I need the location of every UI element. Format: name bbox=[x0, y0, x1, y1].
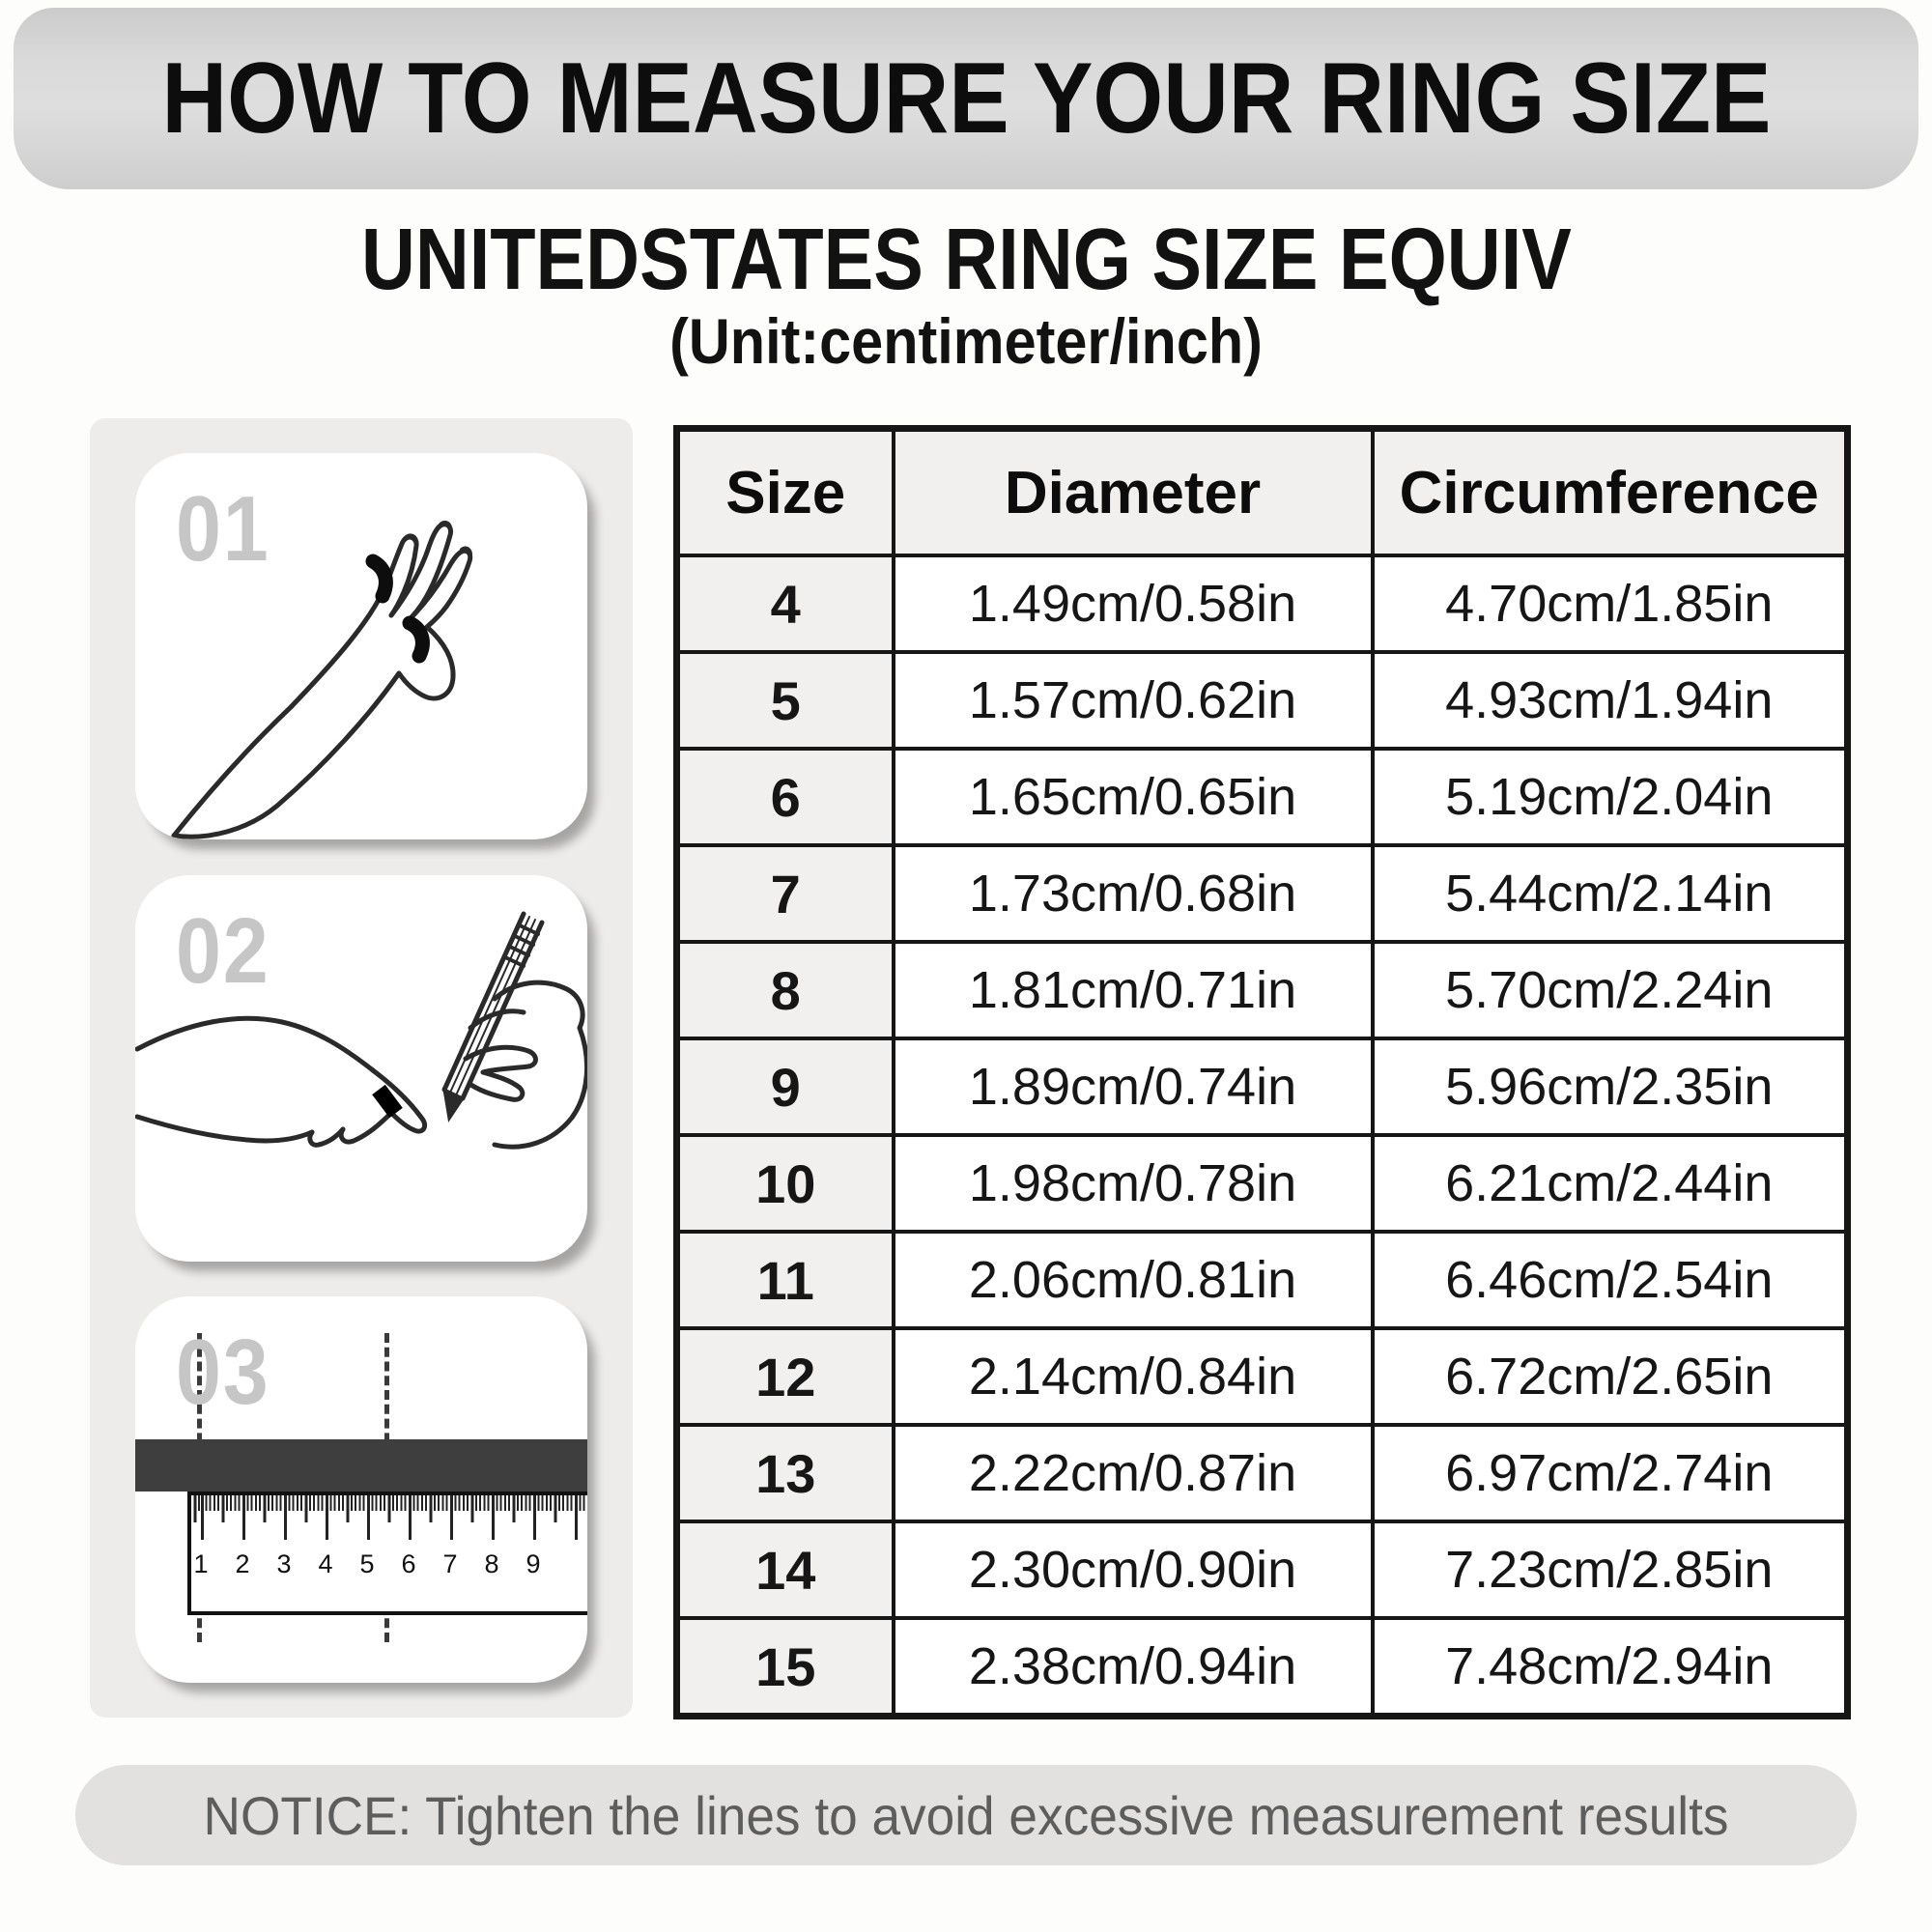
ruler-number: 4 bbox=[318, 1548, 333, 1578]
ruler-number: 8 bbox=[484, 1548, 499, 1578]
diameter-value: 1.57cm/0.62in bbox=[891, 650, 1375, 751]
table-row: 7 1.73cm/0.68in 5.44cm/2.14in bbox=[674, 843, 1850, 944]
ruler-number: 1 bbox=[193, 1548, 209, 1578]
diameter-value: 1.49cm/0.58in bbox=[891, 554, 1375, 654]
step-1-number: 01 bbox=[176, 477, 270, 582]
table-row: 5 1.57cm/0.62in 4.93cm/1.94in bbox=[674, 650, 1850, 751]
circumference-value: 5.96cm/2.35in bbox=[1370, 1037, 1850, 1137]
circumference-value: 6.72cm/2.65in bbox=[1370, 1326, 1850, 1427]
circumference-value: 4.93cm/1.94in bbox=[1370, 650, 1850, 751]
table-row: 4 1.49cm/0.58in 4.70cm/1.85in bbox=[674, 554, 1850, 654]
ruler-number: 6 bbox=[401, 1548, 416, 1578]
circumference-value: 5.44cm/2.14in bbox=[1370, 843, 1850, 944]
subtitle-unit: (Unit:centimeter/inch) bbox=[669, 304, 1263, 377]
size-value: 6 bbox=[674, 747, 895, 847]
size-value: 4 bbox=[674, 554, 895, 654]
circumference-value: 5.70cm/2.24in bbox=[1370, 940, 1850, 1040]
ruler-number: 9 bbox=[526, 1548, 541, 1578]
subtitle-title: UNITEDSTATES RING SIZE EQUIV bbox=[360, 212, 1572, 308]
diameter-value: 1.81cm/0.71in bbox=[891, 940, 1375, 1040]
table-row: 15 2.38cm/0.94in 7.48cm/2.94in bbox=[674, 1616, 1850, 1719]
subtitle-unit-wrap: (Unit:centimeter/inch) bbox=[0, 304, 1932, 377]
header-banner: HOW TO MEASURE YOUR RING SIZE bbox=[14, 8, 1918, 189]
table-row: 8 1.81cm/0.71in 5.70cm/2.24in bbox=[674, 940, 1850, 1040]
diameter-value: 2.38cm/0.94in bbox=[891, 1616, 1375, 1719]
ruler-number: 2 bbox=[235, 1548, 250, 1578]
diameter-value: 2.22cm/0.87in bbox=[891, 1423, 1375, 1523]
circumference-value: 6.21cm/2.44in bbox=[1370, 1133, 1850, 1234]
col-header-circumference: Circumference bbox=[1370, 426, 1850, 557]
diameter-value: 1.73cm/0.68in bbox=[891, 843, 1375, 944]
page-title: HOW TO MEASURE YOUR RING SIZE bbox=[161, 42, 1771, 155]
size-value: 5 bbox=[674, 650, 895, 751]
table-row: 13 2.22cm/0.87in 6.97cm/2.74in bbox=[674, 1423, 1850, 1523]
size-value: 7 bbox=[674, 843, 895, 944]
circumference-value: 5.19cm/2.04in bbox=[1370, 747, 1850, 847]
circumference-value: 6.46cm/2.54in bbox=[1370, 1230, 1850, 1330]
notice-text: NOTICE: Tighten the lines to avoid exces… bbox=[203, 1784, 1729, 1846]
size-value: 12 bbox=[674, 1326, 895, 1427]
table-row: 6 1.65cm/0.65in 5.19cm/2.04in bbox=[674, 747, 1850, 847]
table-row: 10 1.98cm/0.78in 6.21cm/2.44in bbox=[674, 1133, 1850, 1234]
subtitle-block: UNITEDSTATES RING SIZE EQUIV (Unit:centi… bbox=[0, 214, 1932, 375]
diameter-value: 2.14cm/0.84in bbox=[891, 1326, 1375, 1427]
notice-banner: NOTICE: Tighten the lines to avoid exces… bbox=[75, 1765, 1857, 1865]
ruler-number: 5 bbox=[359, 1548, 375, 1578]
circumference-value: 4.70cm/1.85in bbox=[1370, 554, 1850, 654]
diameter-value: 2.30cm/0.90in bbox=[891, 1520, 1375, 1620]
measured-strip bbox=[135, 1438, 587, 1492]
ruler-ticks bbox=[191, 1494, 587, 1540]
hand-ring-marks-illustration bbox=[171, 521, 473, 839]
size-value: 11 bbox=[674, 1230, 895, 1330]
step-2-card: 02 bbox=[135, 874, 587, 1262]
table-row: 11 2.06cm/0.81in 6.46cm/2.54in bbox=[674, 1230, 1850, 1330]
col-header-size: Size bbox=[674, 426, 895, 557]
circumference-value: 7.23cm/2.85in bbox=[1370, 1520, 1850, 1620]
diameter-value: 1.98cm/0.78in bbox=[891, 1133, 1375, 1234]
size-value: 14 bbox=[674, 1520, 895, 1620]
ring-size-table: Size Diameter Circumference 4 1.49cm/0.58… bbox=[673, 425, 1851, 1719]
step-1-card: 01 bbox=[135, 453, 587, 840]
col-header-diameter: Diameter bbox=[891, 426, 1375, 557]
size-value: 13 bbox=[674, 1423, 895, 1523]
table-header-row: Size Diameter Circumference bbox=[674, 426, 1850, 557]
ruler-number: 7 bbox=[442, 1548, 458, 1578]
diameter-value: 1.89cm/0.74in bbox=[891, 1037, 1375, 1137]
table-row: 9 1.89cm/0.74in 5.96cm/2.35in bbox=[674, 1037, 1850, 1137]
size-value: 10 bbox=[674, 1133, 895, 1234]
size-value: 15 bbox=[674, 1616, 895, 1719]
ruler-number: 3 bbox=[276, 1548, 292, 1578]
circumference-value: 7.48cm/2.94in bbox=[1370, 1616, 1850, 1719]
steps-panel: 01 02 bbox=[90, 418, 633, 1718]
circumference-value: 6.97cm/2.74in bbox=[1370, 1423, 1850, 1523]
size-value: 8 bbox=[674, 940, 895, 1040]
hand-marking-pen-illustration bbox=[135, 911, 587, 1150]
diameter-value: 1.65cm/0.65in bbox=[891, 747, 1375, 847]
table-row: 12 2.14cm/0.84in 6.72cm/2.65in bbox=[674, 1326, 1850, 1427]
diameter-value: 2.06cm/0.81in bbox=[891, 1230, 1375, 1330]
step-2-number: 02 bbox=[176, 898, 270, 1003]
step-3-number: 03 bbox=[176, 1320, 270, 1424]
table-row: 14 2.30cm/0.90in 7.23cm/2.85in bbox=[674, 1520, 1850, 1620]
size-value: 9 bbox=[674, 1037, 895, 1137]
